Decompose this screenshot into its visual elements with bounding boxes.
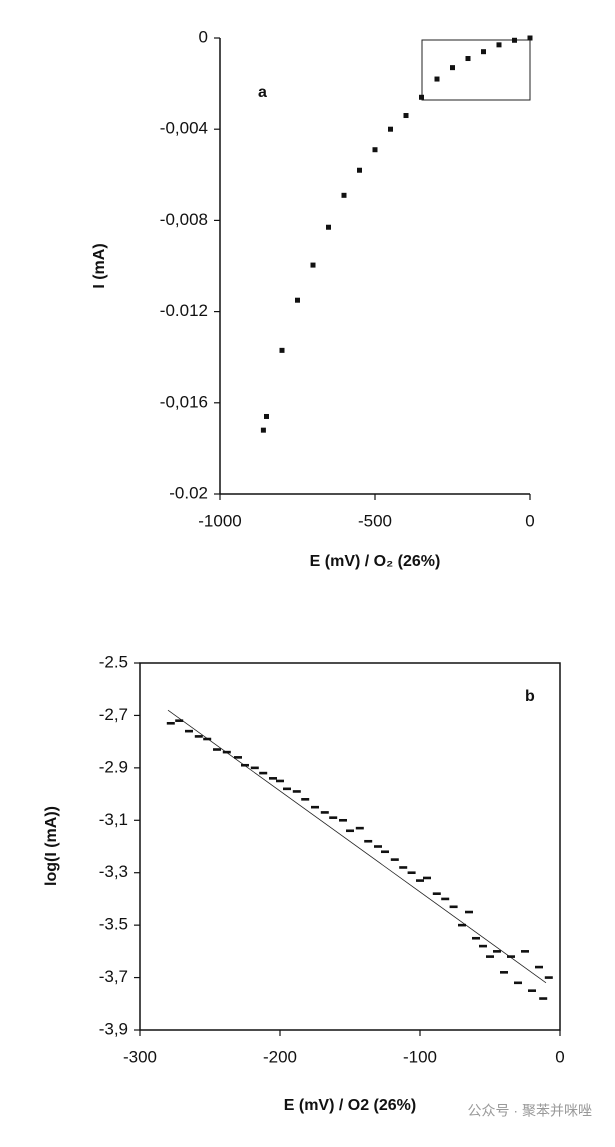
- x-tick-label: -100: [403, 1047, 437, 1066]
- data-point: [449, 905, 458, 909]
- data-point: [341, 192, 347, 198]
- data-point: [465, 910, 473, 914]
- x-tick-label: -200: [263, 1047, 297, 1066]
- data-point: [329, 816, 338, 819]
- data-point: [269, 777, 277, 780]
- x-tick-label: -300: [123, 1047, 157, 1066]
- data-point: [357, 167, 362, 173]
- y-tick-label: -0,008: [160, 210, 208, 229]
- y-axis-label: log(I (mA)): [43, 806, 60, 886]
- data-point: [259, 771, 268, 775]
- y-tick-label: -3,9: [99, 1019, 128, 1038]
- data-point: [481, 49, 486, 55]
- data-point: [416, 879, 424, 882]
- y-tick-label: 0: [199, 27, 208, 46]
- data-point: [544, 976, 553, 979]
- data-point: [507, 955, 515, 958]
- fit-line: [167, 709, 547, 984]
- y-tick-label: -0,016: [160, 392, 208, 411]
- data-point: [234, 756, 242, 759]
- data-point: [493, 950, 501, 953]
- data-point: [295, 297, 300, 303]
- data-point: [512, 37, 517, 43]
- data-point: [311, 805, 319, 809]
- data-point: [458, 923, 466, 927]
- x-tick-label: 0: [555, 1047, 564, 1066]
- x-tick-label: -500: [358, 511, 392, 530]
- y-tick-label: -3,3: [99, 862, 128, 881]
- x-axis-label: E (mV) / O₂ (26%): [310, 553, 441, 570]
- data-point: [500, 971, 508, 974]
- data-point: [279, 347, 285, 353]
- data-point: [496, 42, 502, 48]
- x-tick-label: -1000: [198, 511, 241, 530]
- data-point: [301, 798, 310, 801]
- data-point: [166, 721, 175, 725]
- data-point: [346, 829, 354, 833]
- data-point: [326, 224, 331, 230]
- data-point: [521, 950, 529, 953]
- panel-label: b: [525, 688, 535, 705]
- y-tick-label: -3.5: [99, 915, 128, 934]
- data-point: [441, 897, 450, 901]
- data-point: [374, 845, 382, 848]
- y-tick-label: -0,004: [160, 119, 208, 138]
- data-point: [388, 126, 393, 132]
- data-point: [399, 866, 408, 869]
- data-point: [241, 763, 249, 767]
- x-tick-label: 0: [525, 511, 534, 530]
- data-point: [419, 94, 424, 100]
- data-point: [250, 766, 259, 770]
- x-axis-label: E (mV) / O2 (26%): [284, 1097, 416, 1114]
- data-point: [432, 892, 441, 895]
- y-tick-label: -3,1: [99, 810, 128, 829]
- data-point: [527, 35, 533, 41]
- data-point: [175, 719, 184, 722]
- data-point: [514, 981, 522, 985]
- inset-box: [421, 39, 531, 101]
- y-axis-label: I (mA): [91, 243, 108, 288]
- data-point: [423, 876, 431, 880]
- y-tick-label: -2.5: [99, 652, 128, 671]
- data-point: [381, 850, 389, 854]
- data-point: [203, 737, 212, 741]
- data-point: [310, 262, 316, 268]
- data-point: [320, 811, 329, 814]
- data-point: [339, 818, 347, 822]
- data-point: [479, 944, 487, 948]
- data-point: [222, 750, 231, 754]
- y-tick-label: -0.012: [160, 301, 208, 320]
- data-point: [472, 936, 480, 940]
- data-point: [403, 113, 409, 119]
- data-point: [260, 427, 266, 433]
- data-point: [264, 413, 269, 419]
- y-tick-label: -2,7: [99, 705, 128, 724]
- data-point: [407, 871, 416, 875]
- data-point: [185, 729, 193, 733]
- data-point: [486, 955, 494, 958]
- data-point: [539, 997, 548, 1000]
- data-point: [276, 779, 284, 783]
- data-point: [364, 839, 373, 843]
- y-tick-label: -2.9: [99, 757, 128, 776]
- data-point: [535, 965, 543, 969]
- y-tick-label: -3,7: [99, 967, 128, 986]
- data-point: [434, 76, 440, 82]
- plot-frame: [139, 662, 561, 1031]
- data-point: [292, 790, 301, 793]
- data-point: [355, 826, 364, 830]
- panel-label: a: [258, 84, 267, 101]
- watermark: 公众号 · 聚苯并咪唑: [468, 1103, 592, 1119]
- data-point: [450, 65, 455, 71]
- data-point: [390, 858, 399, 861]
- data-point: [194, 735, 203, 738]
- data-point: [528, 989, 536, 992]
- y-tick-label: -0.02: [169, 483, 208, 502]
- data-point: [213, 748, 221, 751]
- data-point: [465, 56, 471, 62]
- data-point: [283, 787, 291, 791]
- data-point: [372, 147, 378, 153]
